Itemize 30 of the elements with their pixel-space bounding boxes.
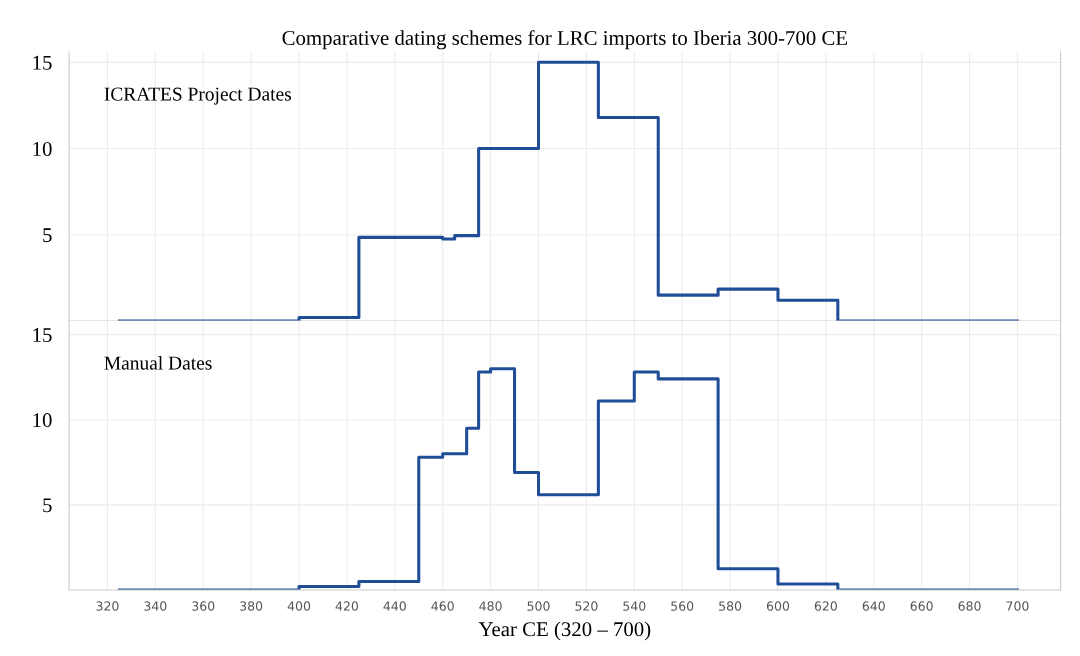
x-tick-label: 520: [575, 601, 598, 611]
x-tick-label: 340: [144, 601, 167, 611]
y-tick-label: 5: [43, 228, 52, 243]
annotation: ICRATES Project Dates: [104, 87, 292, 105]
y-tick-label: 15: [33, 328, 52, 343]
x-tick-label: 640: [862, 601, 885, 611]
chart-title: Comparative dating schemes for LRC imports to Iberia 300-700 CE: [282, 30, 848, 50]
x-tick-label: 580: [719, 601, 742, 611]
x-tick-label: 620: [814, 601, 837, 611]
x-tick-label: 540: [623, 601, 646, 611]
x-tick-label: 380: [240, 601, 263, 611]
x-tick-label: 360: [192, 601, 215, 611]
x-tick-label: 660: [910, 601, 933, 611]
x-tick-label: 560: [671, 601, 694, 611]
x-tick-label: 400: [287, 601, 311, 611]
annotation: Manual Dates: [104, 355, 212, 370]
x-tick-label: 460: [431, 601, 454, 611]
x-tick-label: 500: [527, 601, 550, 611]
x-tick-label: 700: [1006, 601, 1029, 611]
x-tick-label: 440: [383, 601, 406, 611]
x-tick-label: 600: [766, 601, 790, 611]
y-tick-label: 10: [33, 141, 52, 156]
y-tick-label: 5: [43, 498, 52, 513]
x-tick-label: 680: [958, 601, 981, 611]
x-tick-label: 480: [479, 601, 502, 611]
x-axis-title: Year CE (320 – 700): [478, 621, 651, 641]
y-tick-label: 15: [33, 55, 52, 70]
x-tick-label: 320: [96, 601, 119, 611]
x-tick-label: 420: [335, 601, 359, 611]
y-tick-label: 10: [33, 413, 52, 428]
